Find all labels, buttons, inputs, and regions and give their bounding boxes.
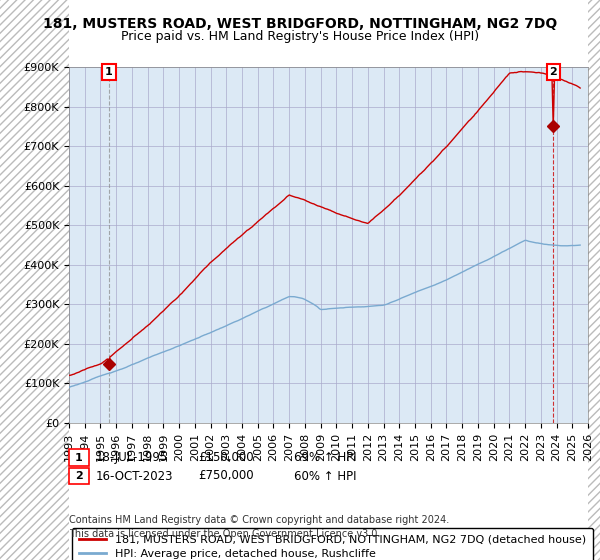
Text: Contains HM Land Registry data © Crown copyright and database right 2024.
This d: Contains HM Land Registry data © Crown c… [69,515,449,539]
Text: 1: 1 [75,452,83,463]
Text: 2: 2 [550,67,557,77]
Text: 18-JUL-1995: 18-JUL-1995 [96,451,168,464]
Text: 2: 2 [75,471,83,481]
Text: Price paid vs. HM Land Registry's House Price Index (HPI): Price paid vs. HM Land Registry's House … [121,30,479,43]
Bar [69,449,89,466]
Text: 181, MUSTERS ROAD, WEST BRIDGFORD, NOTTINGHAM, NG2 7DQ: 181, MUSTERS ROAD, WEST BRIDGFORD, NOTTI… [43,16,557,30]
Bar [69,468,89,484]
Text: 16-OCT-2023: 16-OCT-2023 [96,469,173,483]
Legend: 181, MUSTERS ROAD, WEST BRIDGFORD, NOTTINGHAM, NG2 7DQ (detached house), HPI: Av: 181, MUSTERS ROAD, WEST BRIDGFORD, NOTTI… [72,528,593,560]
Text: 1: 1 [105,67,113,77]
Text: 69% ↑ HPI: 69% ↑ HPI [294,451,356,464]
Text: 60% ↑ HPI: 60% ↑ HPI [294,469,356,483]
Text: £750,000: £750,000 [198,469,254,483]
Text: £150,000: £150,000 [198,451,254,464]
